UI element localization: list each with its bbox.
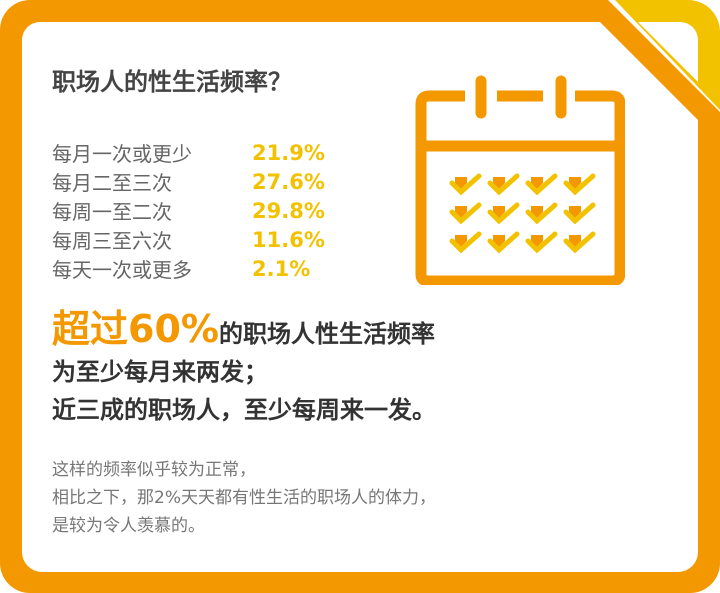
headline-highlight: 超过60% <box>52 307 219 351</box>
headline-line2: 为至少每月来两发； <box>52 358 268 386</box>
note-text: 这样的频率似乎较为正常， 相比之下，那2%天天都有性生活的职场人的体力， 是较为… <box>52 456 436 540</box>
note-line: 这样的频率似乎较为正常， <box>52 460 256 480</box>
check-icon <box>449 231 482 254</box>
check-icon <box>525 202 558 225</box>
stat-label: 每天一次或更多 <box>52 258 192 282</box>
check-icon <box>487 231 520 254</box>
check-icon <box>487 202 520 225</box>
list-item: 每周三至六次 11.6% <box>52 225 325 254</box>
check-icon <box>525 231 558 254</box>
check-icon <box>563 202 596 225</box>
stat-value: 27.6% <box>252 169 325 194</box>
stat-value: 29.8% <box>252 198 325 223</box>
note-line: 是较为令人羡慕的。 <box>52 516 205 536</box>
note-line: 相比之下，那2%天天都有性生活的职场人的体力， <box>52 488 436 508</box>
stats-list: 每月一次或更少 21.9% 每月二至三次 27.6% 每周一至二次 29.8% 每周三… <box>52 138 325 283</box>
page-title: 职场人的性生活频率？ <box>52 68 292 96</box>
check-icon <box>563 231 596 254</box>
list-item: 每月一次或更少 21.9% <box>52 138 325 167</box>
check-icon <box>449 202 482 225</box>
headline-line1: 的职场人性生活频率 <box>218 320 435 348</box>
stat-label: 每周三至六次 <box>52 229 172 253</box>
headline-line3: 近三成的职场人，至少每周来一发。 <box>52 396 436 424</box>
stat-label: 每月二至三次 <box>52 171 172 195</box>
list-item: 每周一至二次 29.8% <box>52 196 325 225</box>
check-icon <box>487 173 520 196</box>
headline: 超过60%的职场人性生活频率 为至少每月来两发； 近三成的职场人，至少每周来一发… <box>52 310 436 429</box>
stat-value: 11.6% <box>252 227 325 252</box>
check-icon <box>563 173 596 196</box>
calendar-check-icon <box>415 75 625 285</box>
stat-label: 每月一次或更少 <box>52 142 192 166</box>
check-icon <box>525 173 558 196</box>
stat-value: 2.1% <box>252 256 311 281</box>
check-icon <box>449 173 482 196</box>
list-item: 每月二至三次 27.6% <box>52 167 325 196</box>
stat-value: 21.9% <box>252 140 325 165</box>
stat-label: 每周一至二次 <box>52 200 172 224</box>
list-item: 每天一次或更多 2.1% <box>52 254 325 283</box>
